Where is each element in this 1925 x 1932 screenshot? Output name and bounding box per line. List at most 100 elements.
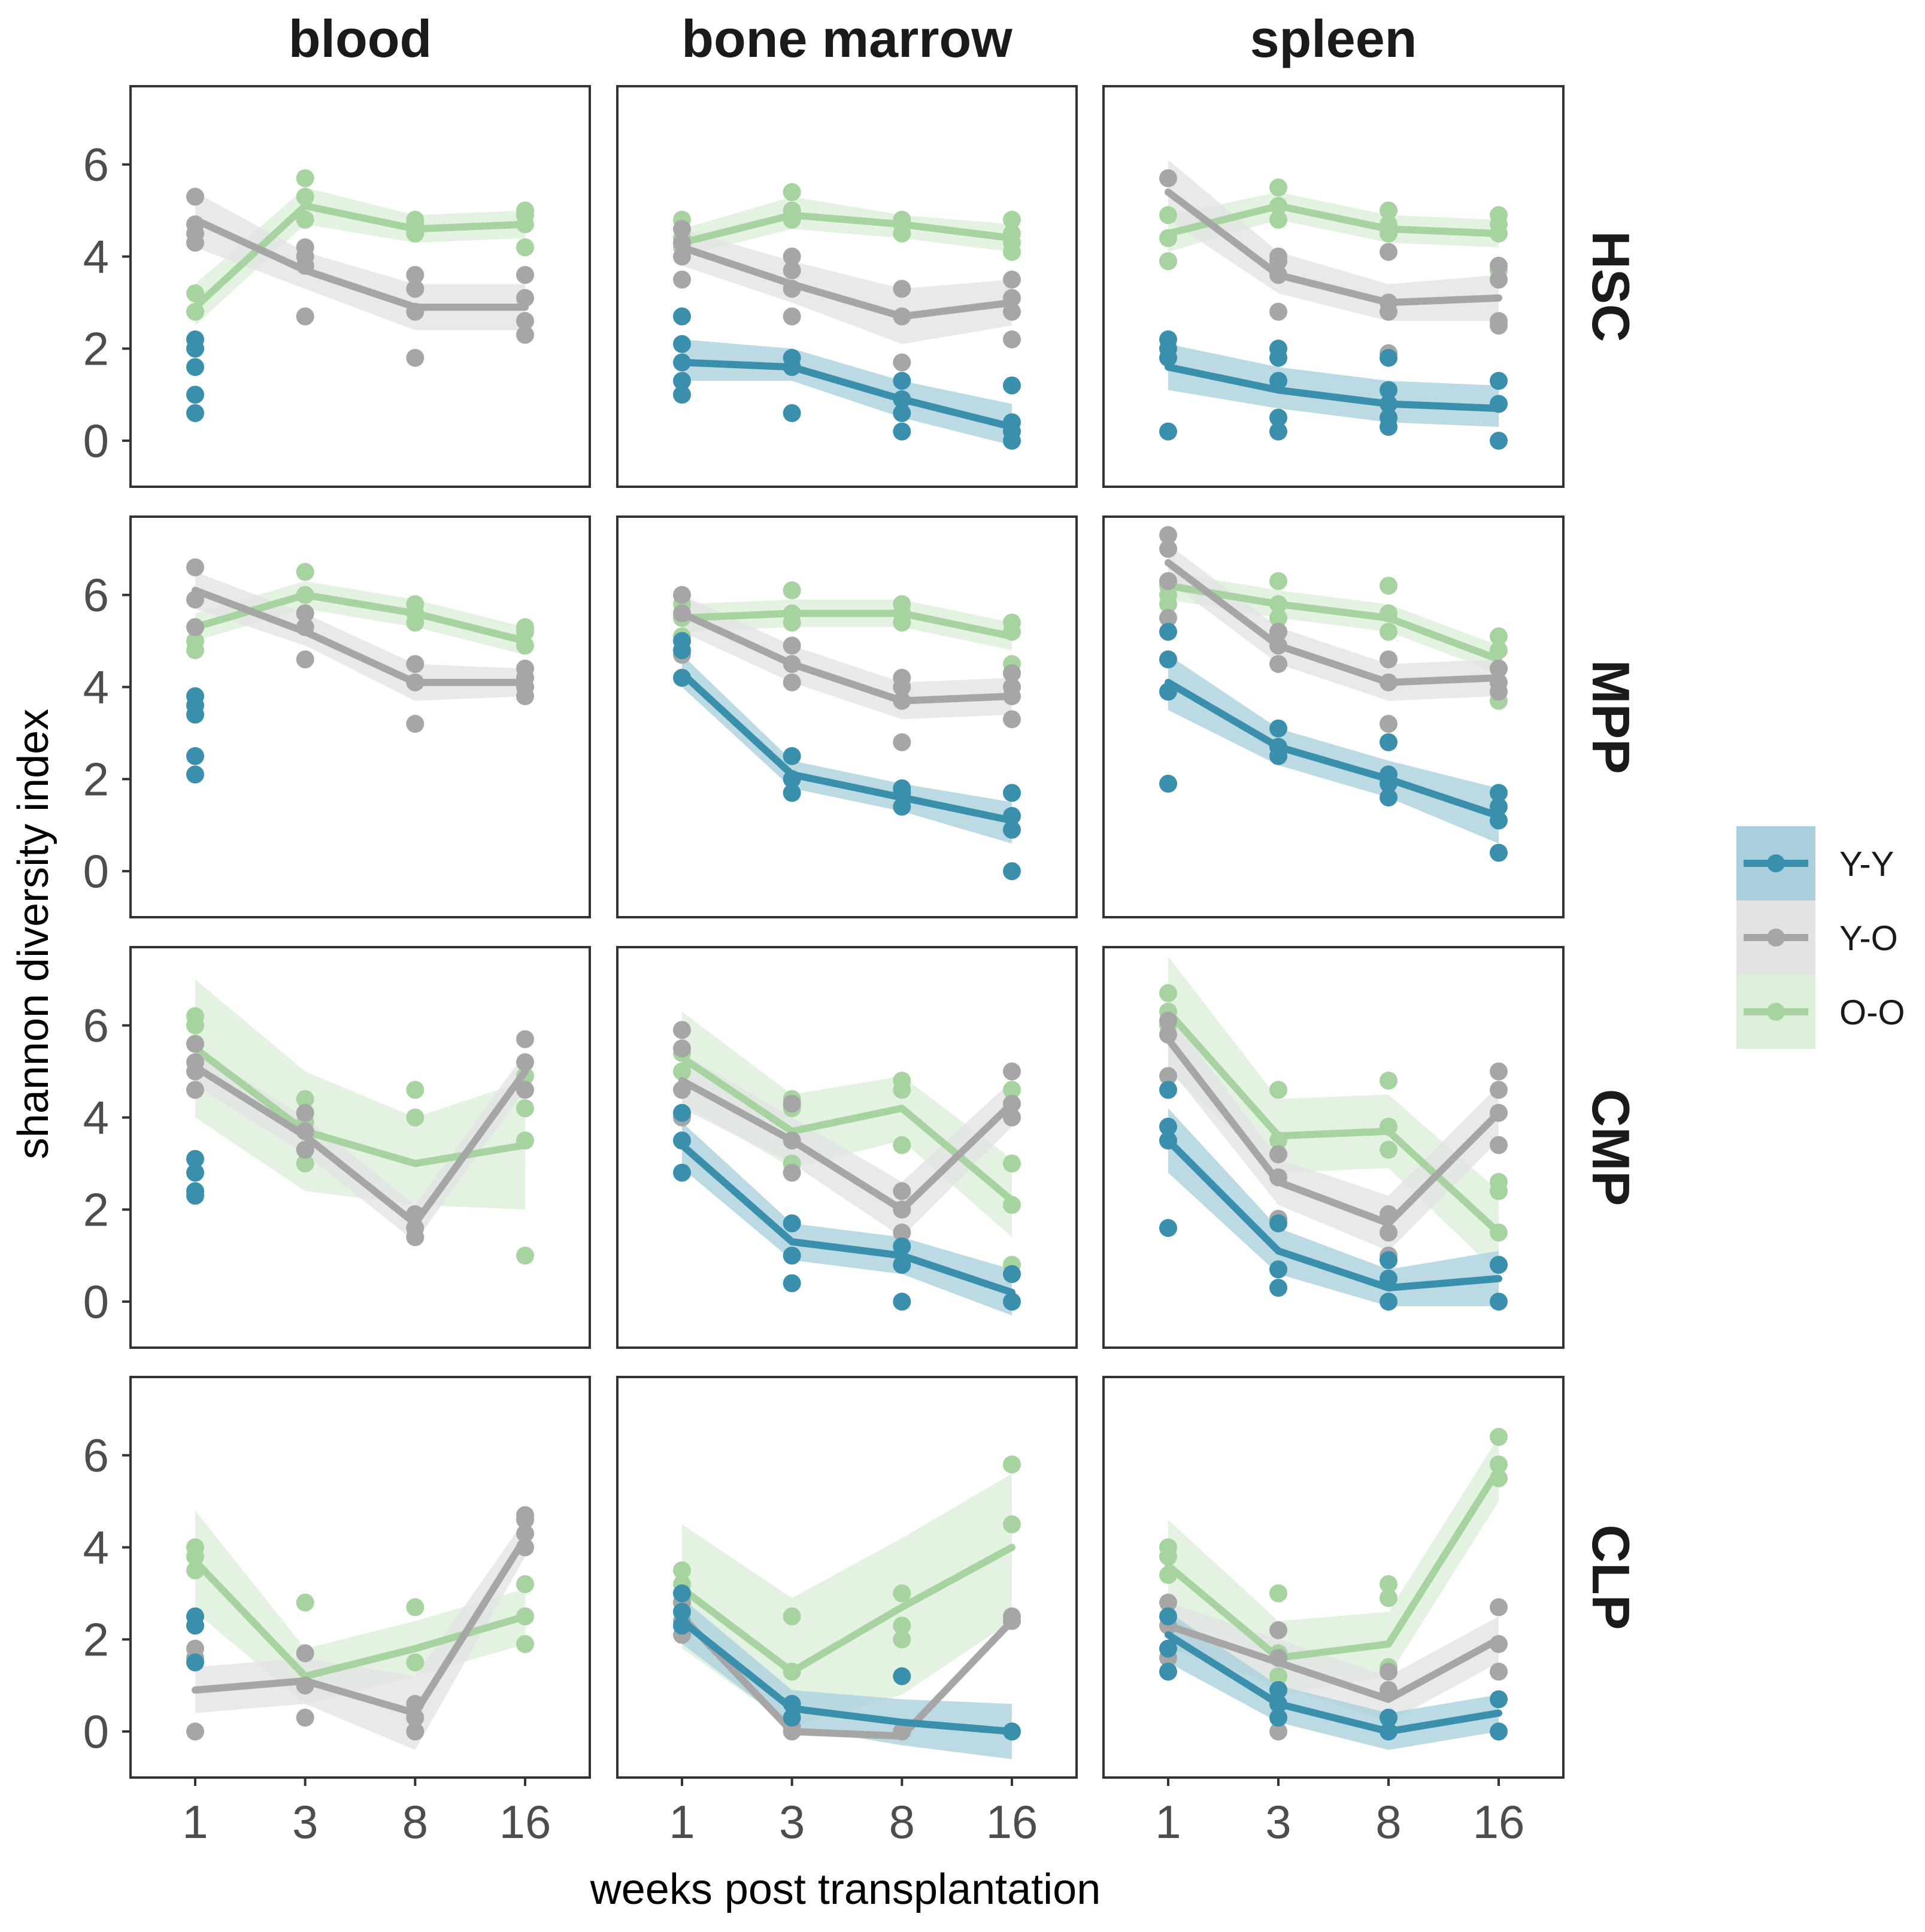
ci-band-y-y xyxy=(1168,1612,1499,1750)
data-point-y-y xyxy=(1003,806,1021,825)
data-point-o-o xyxy=(1003,1196,1021,1214)
data-point-y-o xyxy=(1490,312,1508,330)
data-point-o-o xyxy=(406,1653,425,1672)
data-point-y-o xyxy=(1269,302,1287,321)
data-point-y-o xyxy=(186,1722,204,1741)
x-tick-label: 16 xyxy=(499,1795,551,1848)
data-point-y-y xyxy=(1003,413,1021,432)
panel-background xyxy=(616,515,1078,918)
data-point-y-y xyxy=(1003,1722,1021,1741)
data-point-y-o xyxy=(893,353,911,372)
data-point-o-o xyxy=(516,636,534,655)
data-point-o-o xyxy=(516,618,534,636)
data-point-o-o xyxy=(893,1584,911,1603)
data-point-y-y xyxy=(186,386,204,404)
panel-clp-bone-marrow xyxy=(616,1376,1078,1779)
data-point-y-o xyxy=(406,655,425,674)
data-point-y-o xyxy=(783,636,801,655)
panel-mpp-blood xyxy=(129,515,591,918)
data-point-y-y xyxy=(893,779,911,797)
data-point-y-y xyxy=(893,404,911,422)
data-point-o-o xyxy=(1269,211,1287,229)
data-point-o-o xyxy=(1269,196,1287,215)
data-point-y-y xyxy=(1003,862,1021,881)
data-point-y-y xyxy=(673,1603,691,1621)
row-strip-labels: HSC MPP CMP CLP xyxy=(1581,231,1641,1630)
series-line-y-y xyxy=(1165,1631,1502,1736)
data-point-y-o xyxy=(1490,256,1508,275)
data-point-y-y xyxy=(1159,683,1177,701)
data-point-y-o xyxy=(673,586,691,604)
data-point-y-o xyxy=(296,1676,314,1695)
panel-hsc-spleen xyxy=(1102,85,1565,488)
data-point-o-o xyxy=(783,201,801,220)
series-line-y-o xyxy=(192,1063,529,1227)
y-tick-label: 6 xyxy=(83,1429,109,1482)
data-point-y-y xyxy=(186,1150,204,1168)
data-point-y-o xyxy=(406,1722,425,1741)
y-tick-label: 0 xyxy=(83,845,109,897)
data-point-o-o xyxy=(1269,1667,1287,1685)
data-point-o-o xyxy=(296,1154,314,1173)
legend: Y-Y Y-O O-O xyxy=(1736,826,1905,1049)
data-point-y-y xyxy=(1269,1709,1287,1727)
panel-clp-blood xyxy=(129,1376,591,1779)
data-point-o-o xyxy=(516,201,534,220)
data-point-y-y xyxy=(783,404,801,422)
series-line-y-y xyxy=(1165,1136,1502,1292)
data-point-y-o xyxy=(516,312,534,330)
ci-band-o-o xyxy=(682,1473,1012,1727)
ci-band-y-o xyxy=(195,1048,525,1242)
data-point-y-y xyxy=(186,330,204,348)
data-point-y-o xyxy=(1269,1168,1287,1187)
panel-clp-spleen xyxy=(1102,1376,1565,1779)
data-point-y-o xyxy=(406,715,425,733)
data-point-y-o xyxy=(783,307,801,326)
data-point-o-o xyxy=(1269,1081,1287,1099)
data-point-y-y xyxy=(673,1616,691,1635)
data-point-o-o xyxy=(1159,206,1177,225)
data-point-y-y xyxy=(186,358,204,377)
data-point-y-o xyxy=(406,1709,425,1727)
data-point-y-o xyxy=(1490,1598,1508,1616)
data-point-y-y xyxy=(1380,765,1397,784)
data-point-y-o xyxy=(406,266,425,284)
y-tick-label: 4 xyxy=(83,230,109,283)
data-point-y-o xyxy=(1380,715,1397,733)
data-point-o-o xyxy=(406,211,425,229)
data-point-y-y xyxy=(893,422,911,441)
data-point-y-o xyxy=(1159,1012,1177,1030)
data-point-y-o xyxy=(1490,1081,1508,1099)
data-point-y-y xyxy=(783,348,801,367)
series-line-y-y xyxy=(678,669,1015,824)
data-point-y-o xyxy=(516,1081,534,1099)
data-point-y-o xyxy=(406,348,425,367)
data-point-y-o xyxy=(1159,539,1177,558)
data-point-y-y xyxy=(186,404,204,422)
data-point-y-o xyxy=(186,558,204,577)
data-point-y-o xyxy=(1003,710,1021,729)
y-tick-label: 2 xyxy=(83,322,109,375)
x-tick-label: 16 xyxy=(1473,1795,1525,1848)
data-point-o-o xyxy=(1490,206,1508,225)
data-point-y-y xyxy=(1269,372,1287,390)
data-point-y-y xyxy=(1269,422,1287,441)
data-point-o-o xyxy=(296,169,314,187)
data-point-o-o xyxy=(1490,627,1508,645)
data-point-y-y xyxy=(1380,395,1397,413)
data-point-y-y xyxy=(186,1182,204,1200)
series-line-o-o xyxy=(1165,582,1502,663)
data-point-y-y xyxy=(1269,1214,1287,1233)
data-point-y-y xyxy=(673,632,691,650)
data-point-y-y xyxy=(1269,1681,1287,1699)
series-line-o-o xyxy=(678,1543,1015,1676)
data-point-y-o xyxy=(1490,1103,1508,1122)
series-line-o-o xyxy=(678,211,1015,247)
data-point-o-o xyxy=(673,1561,691,1579)
data-point-o-o xyxy=(1380,215,1397,233)
y-tick-label: 2 xyxy=(83,1183,109,1236)
data-point-y-y xyxy=(1269,408,1287,427)
data-point-y-o xyxy=(673,247,691,266)
data-point-y-o xyxy=(893,1722,911,1741)
data-point-o-o xyxy=(1159,229,1177,247)
